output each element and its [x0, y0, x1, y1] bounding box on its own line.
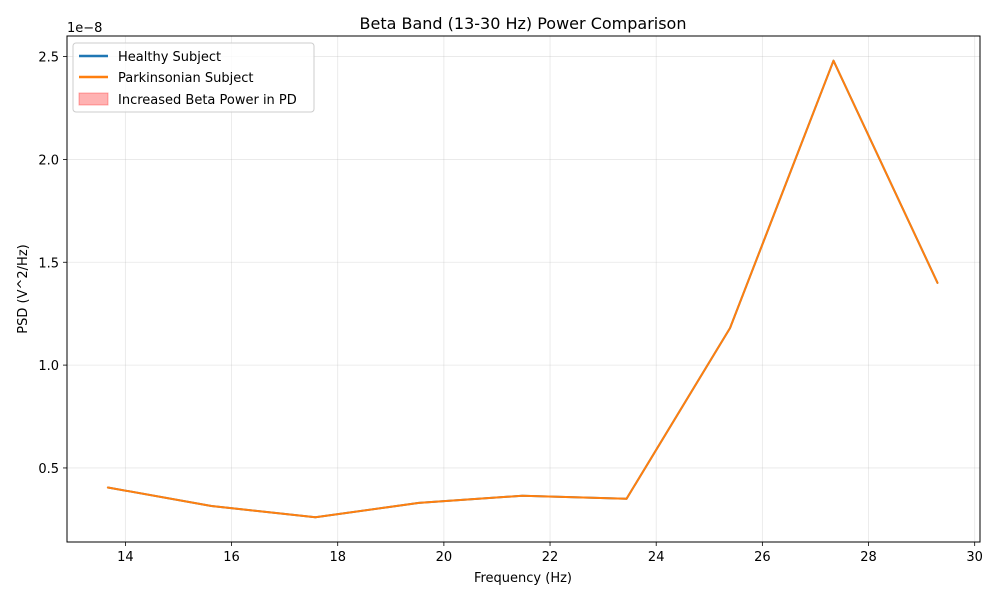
plot-background	[67, 36, 980, 542]
x-tick-label: 18	[329, 550, 346, 565]
y-axis: 0.5 1.0 1.5 2.0 2.5	[38, 51, 67, 477]
x-tick-label: 26	[754, 550, 771, 565]
x-tick-label: 22	[542, 550, 559, 565]
grid	[67, 36, 980, 542]
y-tick-label: 1.5	[38, 256, 59, 271]
legend-fill-swatch	[78, 92, 109, 106]
y-tick-label: 2.0	[38, 153, 59, 168]
legend-parkinsonian-label: Parkinsonian Subject	[118, 71, 253, 86]
y-tick-label: 0.5	[38, 462, 59, 477]
x-axis-label: Frequency (Hz)	[474, 571, 572, 586]
legend-healthy-label: Healthy Subject	[118, 50, 221, 65]
legend-fill-label: Increased Beta Power in PD	[118, 93, 297, 108]
y-axis-label: PSD (V^2/Hz)	[16, 244, 31, 333]
y-tick-label: 2.5	[38, 51, 59, 66]
chart-title: Beta Band (13-30 Hz) Power Comparison	[360, 14, 687, 33]
legend-box	[72, 42, 315, 113]
x-axis: 14 16 18 20 22 24 26 28 30	[117, 542, 983, 565]
x-tick-label: 14	[117, 550, 134, 565]
x-tick-label: 28	[860, 550, 877, 565]
x-tick-label: 20	[436, 550, 453, 565]
series-line-parkinsonian	[106, 59, 939, 519]
x-tick-label: 16	[223, 550, 240, 565]
plot-frame	[66, 35, 981, 543]
x-tick-label: 30	[966, 550, 983, 565]
legend: Healthy Subject Parkinsonian Subject Inc…	[72, 42, 315, 113]
series-layer	[106, 59, 939, 519]
y-offset-label: 1e−8	[67, 21, 102, 36]
x-tick-label: 24	[648, 550, 665, 565]
y-tick-label: 1.0	[38, 359, 59, 374]
